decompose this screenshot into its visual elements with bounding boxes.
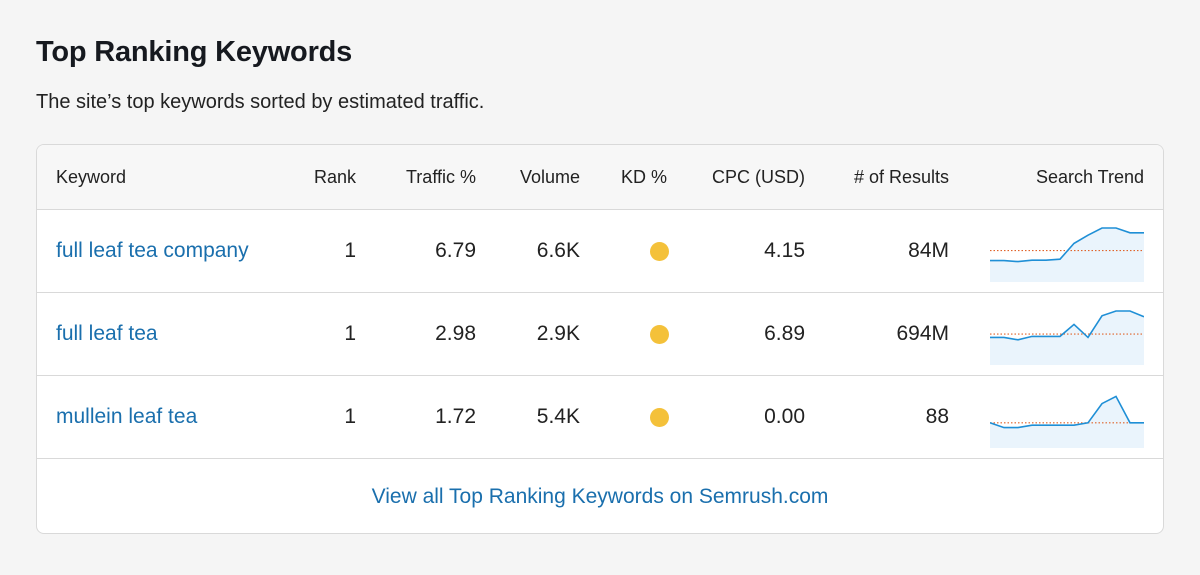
page-title: Top Ranking Keywords	[36, 36, 353, 68]
results-value: 694M	[896, 322, 949, 345]
trend-area	[990, 396, 1144, 448]
cpc-value: 6.89	[764, 322, 805, 345]
header-kd: KD %	[620, 166, 667, 187]
header-search-trend: Search Trend	[1035, 166, 1144, 187]
trend-area	[990, 228, 1144, 282]
kd-difficulty-dot	[650, 407, 669, 427]
header-keyword: Keyword	[56, 166, 127, 187]
search-trend-sparkline	[990, 310, 1144, 365]
results-value: 84M	[908, 239, 949, 262]
header-rank: Rank	[313, 166, 356, 187]
kd-difficulty-dot	[650, 324, 669, 344]
traffic-value: 6.79	[435, 239, 476, 262]
keyword-link[interactable]: full leaf tea	[56, 322, 158, 345]
keyword-link[interactable]: mullein leaf tea	[56, 405, 198, 428]
trend-line	[990, 310, 1144, 341]
trend-line	[990, 395, 1144, 429]
rank-value: 1	[344, 322, 356, 345]
page-subtitle: The site’s top keywords sorted by estima…	[36, 91, 485, 113]
table-row: mullein leaf tea 1 1.72 5.4K 0.00 88	[37, 376, 1163, 459]
traffic-value: 2.98	[435, 322, 476, 345]
traffic-value: 1.72	[435, 405, 476, 428]
keywords-table-card: Keyword Rank Traffic % Volume KD % CPC (…	[36, 144, 1164, 534]
header-cpc: CPC (USD)	[712, 166, 805, 187]
table-row: full leaf tea company 1 6.79 6.6K 4.15 8…	[37, 210, 1163, 293]
table-row: full leaf tea 1 2.98 2.9K 6.89 694M	[37, 293, 1163, 376]
keyword-link[interactable]: full leaf tea company	[56, 239, 249, 262]
search-trend-sparkline	[990, 395, 1144, 448]
trend-area	[990, 311, 1144, 365]
table-footer: View all Top Ranking Keywords on Semrush…	[37, 459, 1163, 533]
volume-value: 2.9K	[536, 322, 580, 345]
kd-difficulty-dot	[650, 241, 669, 261]
table-header-row: Keyword Rank Traffic % Volume KD % CPC (…	[37, 145, 1163, 210]
cpc-value: 4.15	[764, 239, 805, 262]
view-all-keywords-link[interactable]: View all Top Ranking Keywords on Semrush…	[371, 485, 829, 508]
results-value: 88	[925, 405, 949, 428]
header-traffic: Traffic %	[405, 166, 476, 187]
rank-value: 1	[344, 239, 356, 262]
volume-value: 6.6K	[536, 239, 580, 262]
cpc-value: 0.00	[764, 405, 805, 428]
rank-value: 1	[344, 405, 356, 428]
volume-value: 5.4K	[536, 405, 580, 428]
header-volume: Volume	[519, 166, 580, 187]
header-results: # of Results	[853, 166, 949, 187]
trend-line	[990, 227, 1144, 263]
search-trend-sparkline	[990, 227, 1144, 282]
